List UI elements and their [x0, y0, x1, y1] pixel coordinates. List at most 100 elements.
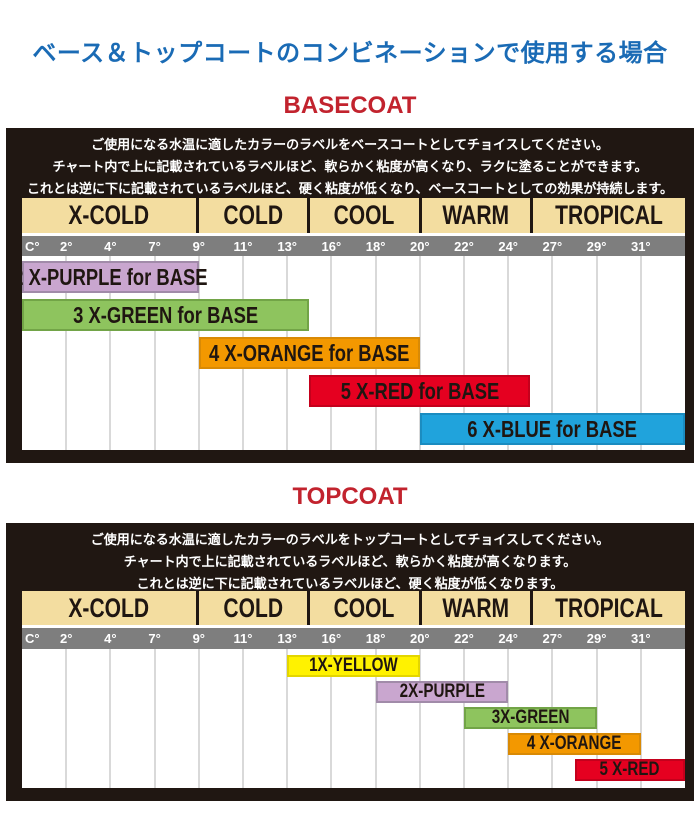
bar-5-x-red: 5 X-RED — [574, 759, 685, 781]
gridline — [374, 649, 377, 788]
bar-3x-green: 3X-GREEN — [464, 707, 597, 729]
bar-label: 3 X-GREEN for BASE — [73, 301, 259, 328]
description-line: ご使用になる水温に適したカラーのラベルをトップコートとしてチョイスしてください。 — [90, 532, 610, 547]
zone-label: COOL — [333, 592, 395, 623]
gridline — [639, 649, 642, 788]
zone-cell-cold: COLD — [198, 591, 308, 625]
zone-cell-tropical: TROPICAL — [533, 591, 685, 625]
temp-tick-13: 13° — [277, 238, 298, 254]
topcoat-chart: ご使用になる水温に適したカラーのラベルをトップコートとしてチョイスしてください。… — [6, 523, 694, 801]
basecoat-description: ご使用になる水温に適したカラーのラベルをベースコートとしてチョイスしてください。… — [6, 128, 694, 200]
gridline — [153, 256, 156, 450]
bar-label: 2 X-PURPLE for BASE — [22, 263, 208, 290]
description-line: これとは逆に下に記載されているラベルほど、硬く粘度が低くなり、ベースコートとして… — [26, 181, 674, 196]
bar-2x-purple: 2X-PURPLE — [375, 681, 509, 703]
temp-tick-27: 27° — [542, 631, 563, 646]
description-line: これとは逆に下に記載されているラベルほど、硬く粘度が低くなります。 — [136, 576, 564, 591]
zone-label: X-COLD — [68, 592, 150, 623]
bar-plot-area: 2 X-PURPLE for BASE 3 X-GREEN for BASE 4 X… — [22, 256, 685, 450]
gridline — [330, 649, 333, 788]
bar-label: 2X-PURPLE — [399, 681, 485, 702]
gridline — [109, 649, 112, 788]
temp-tick-20: 20° — [409, 238, 430, 254]
gridline — [242, 649, 244, 788]
temp-tick-13: 13° — [277, 631, 298, 646]
temp-tick-18: 18° — [365, 238, 386, 254]
description-line: ご使用になる水温に適したカラーのラベルをベースコートとしてチョイスしてください。 — [91, 137, 609, 152]
temp-tick-4: 4° — [104, 238, 117, 254]
description-line: チャート内で上に記載されているラベルほど、軟らかく粘度が高くなり、ラクに塗ること… — [52, 159, 648, 174]
topcoat-heading: TOPCOAT — [292, 483, 408, 510]
gridline — [418, 256, 421, 450]
zone-label: WARM — [442, 200, 510, 230]
zone-cell-warm: WARM — [421, 198, 531, 233]
temp-tick-9: 9° — [192, 631, 206, 646]
bar-label: 1X-YELLOW — [309, 655, 398, 676]
temp-tick-16: 16° — [321, 631, 342, 646]
zone-label: TROPICAL — [555, 200, 663, 230]
temp-tick-4: 4° — [104, 631, 117, 646]
zone-label: COOL — [333, 200, 395, 230]
temp-tick-24: 24° — [498, 238, 519, 254]
temp-tick-20: 20° — [409, 631, 430, 646]
temp-tick-22: 22° — [454, 238, 474, 254]
zone-cell-cool: COOL — [310, 198, 419, 233]
bar-4-x-orange-for-base: 4 X-ORANGE for BASE — [198, 337, 420, 369]
zone-label: X-COLD — [68, 200, 150, 230]
description-line: チャート内で上に記載されているラベルほど、軟らかく粘度が高くなります。 — [123, 554, 577, 569]
gridline — [286, 649, 289, 788]
temp-tick-22: 22° — [454, 631, 474, 646]
temp-tick-9: 9° — [192, 238, 206, 254]
bar-label: 3X-GREEN — [491, 707, 570, 728]
zone-cell-cool: COOL — [310, 591, 419, 625]
zone-cell-tropical: TROPICAL — [533, 198, 685, 233]
temp-tick-c: C° — [25, 631, 40, 646]
bar-6-x-blue-for-base: 6 X-BLUE for BASE — [419, 413, 685, 445]
bar-2-x-purple-for-base: 2 X-PURPLE for BASE — [22, 261, 208, 293]
temp-tick-2: 2° — [59, 238, 73, 254]
temp-tick-7: 7° — [148, 631, 161, 646]
bar-label: 5 X-RED — [599, 759, 660, 780]
gridline — [65, 256, 68, 450]
gridline — [595, 256, 598, 450]
basecoat-chart: ご使用になる水温に適したカラーのラベルをベースコートとしてチョイスしてください。… — [6, 128, 694, 463]
bar-label: 6 X-BLUE for BASE — [467, 415, 638, 442]
zone-label: COLD — [223, 592, 283, 623]
gridline — [507, 256, 510, 450]
zone-cell-cold: COLD — [198, 198, 308, 233]
zone-label: WARM — [442, 592, 510, 623]
temp-tick-11: 11° — [233, 238, 253, 254]
temp-tick-2: 2° — [59, 631, 73, 646]
zone-label: TROPICAL — [555, 592, 663, 623]
topcoat-chart-inner: X-COLD COLD COOL WARM TROPICAL C° 2° 4° 7° 9° 11°… — [22, 523, 685, 801]
gridline — [418, 649, 421, 788]
bar-4-x-orange: 4 X-ORANGE — [508, 733, 641, 755]
bar-label: 4 X-ORANGE for BASE — [209, 339, 410, 366]
zone-cell-x-cold: X-COLD — [22, 591, 196, 625]
gridline — [109, 256, 112, 450]
topcoat-description: ご使用になる水温に適したカラーのラベルをトップコートとしてチョイスしてください。… — [6, 523, 694, 595]
temperature-scale-row: C° 2° 4° 7° 9° 11° 13° 16° 18° 20° 22° 24° 27° 29° 31° — [22, 233, 685, 256]
temp-tick-29: 29° — [586, 631, 607, 646]
gridline — [197, 649, 200, 788]
bar-3-x-green-for-base: 3 X-GREEN for BASE — [22, 299, 310, 331]
bar-5-x-red-for-base: 5 X-RED for BASE — [309, 375, 531, 407]
bar-label: 5 X-RED for BASE — [340, 377, 500, 404]
gridline — [639, 256, 642, 450]
temp-tick-18: 18° — [365, 631, 386, 646]
gridline — [551, 256, 554, 450]
temp-tick-11: 11° — [233, 631, 253, 646]
gridline — [595, 649, 598, 788]
gridline — [65, 649, 68, 788]
temp-tick-31: 31° — [630, 631, 651, 646]
temp-tick-27: 27° — [542, 238, 563, 254]
temp-tick-7: 7° — [148, 238, 161, 254]
gridline — [463, 256, 465, 450]
temp-tick-16: 16° — [321, 238, 342, 254]
gridline — [153, 649, 156, 788]
page-title: ベース＆トップコートのコンビネーションで使用する場合 — [32, 40, 668, 67]
zone-cell-warm: WARM — [421, 591, 531, 625]
bar-plot-area: 1X-YELLOW 2X-PURPLE 3X-GREEN 4 X-ORANGE 5 X-… — [22, 649, 685, 788]
temp-tick-c: C° — [25, 238, 40, 254]
temp-tick-24: 24° — [498, 631, 519, 646]
